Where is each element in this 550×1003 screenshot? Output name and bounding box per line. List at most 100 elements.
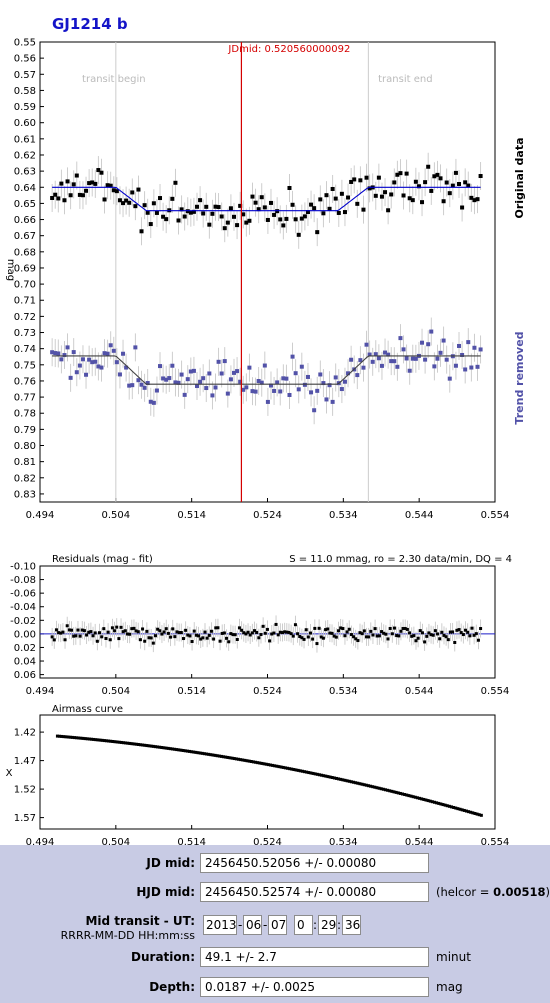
airmass-point — [72, 736, 76, 740]
data-point — [151, 400, 156, 405]
data-point — [438, 350, 443, 355]
airmass-point — [315, 772, 319, 776]
model-curve — [52, 186, 481, 212]
jd-mid-label: JD mid: — [146, 856, 195, 870]
data-point — [127, 383, 132, 388]
residual-point — [373, 627, 377, 631]
data-point — [293, 217, 298, 222]
residual-point — [304, 628, 308, 632]
ut-minute-field[interactable]: 29 — [318, 915, 337, 935]
residual-point — [106, 630, 110, 634]
data-point — [145, 210, 150, 215]
data-point — [441, 199, 446, 204]
data-point — [272, 388, 277, 393]
airmass-point — [371, 785, 375, 789]
residual-point — [306, 635, 310, 639]
residual-point — [255, 630, 259, 634]
data-point — [250, 389, 255, 394]
ut-year-field[interactable]: 2013 — [203, 915, 237, 935]
x-tick-label: 0.534 — [329, 686, 358, 697]
airmass-point — [132, 742, 136, 746]
airmass-point — [134, 742, 138, 746]
data-point — [219, 214, 224, 219]
data-point — [272, 212, 277, 217]
residual-point — [237, 626, 241, 630]
airmass-y-label: X — [6, 768, 13, 779]
depth-field[interactable]: 0.0187 +/- 0.0025 — [200, 977, 429, 997]
airmass-point — [162, 746, 166, 750]
data-point — [210, 211, 215, 216]
data-point — [327, 383, 332, 388]
data-point — [108, 343, 113, 348]
ut-hour-field[interactable]: 0 — [294, 915, 313, 935]
duration-field[interactable]: 49.1 +/- 2.7 — [200, 947, 429, 967]
residual-point — [382, 631, 386, 635]
data-point — [389, 192, 394, 197]
airmass-point — [411, 795, 415, 799]
data-point — [460, 205, 465, 210]
residual-point — [326, 627, 330, 631]
data-point — [99, 365, 104, 370]
data-point — [376, 356, 381, 361]
airmass-point — [156, 745, 160, 749]
residual-point — [229, 632, 233, 636]
data-point — [398, 336, 403, 341]
residual-point — [392, 626, 396, 630]
model-curve — [52, 355, 481, 385]
y-tick-label: 0.06 — [14, 670, 36, 681]
jd-mid-field[interactable]: 2456450.52056 +/- 0.00080 — [200, 853, 429, 873]
data-point — [121, 351, 126, 356]
ut-second-field[interactable]: 36 — [342, 915, 361, 935]
residual-point — [231, 633, 235, 637]
data-point — [466, 340, 471, 345]
airmass-point — [383, 788, 387, 792]
residual-point — [181, 637, 185, 641]
helcor-value: 0.00518 — [493, 885, 546, 899]
residual-point — [175, 630, 179, 634]
transit-begin-label: transit begin — [82, 74, 146, 85]
airmass-point — [435, 801, 439, 805]
data-point — [410, 356, 415, 361]
residual-point — [147, 636, 151, 640]
residual-point — [268, 639, 272, 643]
data-point — [268, 200, 273, 205]
airmass-point — [407, 794, 411, 798]
residual-point — [153, 634, 157, 638]
residual-point — [324, 628, 328, 632]
data-point — [386, 352, 391, 357]
airmass-point — [175, 748, 179, 752]
hjd-mid-field[interactable]: 2456450.52574 +/- 0.00080 — [200, 882, 429, 902]
data-point — [99, 170, 104, 175]
data-point — [130, 383, 135, 388]
y-tick-label: 1.47 — [14, 756, 36, 767]
residual-point — [65, 624, 69, 628]
airmass-point — [322, 774, 326, 778]
data-point — [379, 363, 384, 368]
data-point — [472, 345, 477, 350]
data-point — [435, 356, 440, 361]
data-point — [432, 364, 437, 369]
residual-point — [300, 636, 304, 640]
data-point — [392, 359, 397, 364]
data-point — [256, 379, 261, 384]
airmass-point — [343, 778, 347, 782]
residual-point — [177, 631, 181, 635]
jdmid-label: JDmid: 0.520560000092 — [227, 44, 350, 55]
data-point — [373, 193, 378, 198]
data-point — [127, 200, 132, 205]
data-point — [309, 390, 314, 395]
residual-point — [95, 639, 99, 643]
data-point — [204, 386, 209, 391]
airmass-point — [396, 791, 400, 795]
ut-day-field[interactable]: 07 — [268, 915, 287, 935]
y-tick-label: -0.08 — [10, 575, 36, 586]
data-point — [401, 347, 406, 352]
ut-month-field[interactable]: 06 — [243, 915, 262, 935]
data-point — [262, 363, 267, 368]
data-point — [136, 378, 141, 383]
depth-unit: mag — [436, 980, 463, 994]
airmass-point — [471, 811, 475, 815]
residual-point — [423, 640, 427, 644]
airmass-point — [81, 736, 85, 740]
airmass-point — [324, 774, 328, 778]
